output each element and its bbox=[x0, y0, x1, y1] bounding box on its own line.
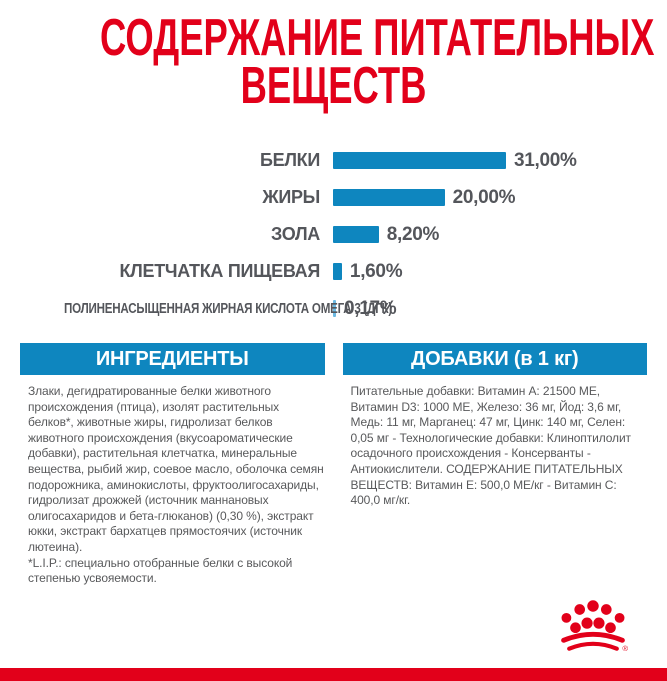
additives-body: Питательные добавки: Витамин А: 21500 МЕ… bbox=[343, 384, 648, 509]
chart-label: ЖИРЫ bbox=[262, 187, 320, 207]
chart-row-omega3: ПОЛИНЕНАСЫЩЕННАЯ ЖИРНАЯ КИСЛОТА ОМЕГА 3 … bbox=[0, 290, 667, 327]
chart-value: 20,00% bbox=[452, 186, 516, 208]
bottom-accent-bar bbox=[0, 668, 667, 681]
ingredients-body: Злаки, дегидратированные белки животного… bbox=[20, 384, 325, 587]
chart-value: 1,60% bbox=[349, 260, 403, 282]
chart-label: ЗОЛА bbox=[270, 224, 320, 244]
ingredients-text: Злаки, дегидратированные белки животного… bbox=[28, 384, 324, 554]
chart-value: 8,20% bbox=[386, 223, 440, 245]
additives-section: ДОБАВКИ (в 1 кг) Питательные добавки: Ви… bbox=[342, 343, 648, 587]
additives-text: Питательные добавки: Витамин А: 21500 МЕ… bbox=[350, 384, 632, 508]
ingredients-section: ИНГРЕДИЕНТЫ Злаки, дегидратированные бел… bbox=[20, 343, 325, 587]
page-title-line1: СОДЕРЖАНИЕ ПИТАТЕЛЬНЫХ bbox=[100, 9, 655, 67]
chart-row-proteins: БЕЛКИ 31,00% bbox=[0, 142, 667, 179]
chart-bar bbox=[333, 300, 336, 317]
ingredients-header: ИНГРЕДИЕНТЫ bbox=[20, 343, 325, 375]
royal-canin-crown-logo: ® bbox=[557, 599, 629, 655]
chart-bar bbox=[333, 152, 506, 169]
chart-bar bbox=[333, 263, 342, 280]
chart-label: БЕЛКИ bbox=[260, 150, 320, 170]
ingredients-footnote: *L.I.P.: специально отобранные белки с в… bbox=[28, 555, 293, 586]
page-title-line2: ВЕЩЕСТВ bbox=[240, 57, 427, 115]
chart-label: КЛЕТЧАТКА ПИЩЕВАЯ bbox=[119, 261, 320, 281]
chart-row-ash: ЗОЛА 8,20% bbox=[0, 216, 667, 253]
chart-row-fibre: КЛЕТЧАТКА ПИЩЕВАЯ 1,60% bbox=[0, 253, 667, 290]
page-title: СОДЕРЖАНИЕ ПИТАТЕЛЬНЫХ ВЕЩЕСТВ bbox=[100, 9, 655, 115]
chart-label: ПОЛИНЕНАСЫЩЕННАЯ ЖИРНАЯ КИСЛОТА ОМЕГА 3 … bbox=[64, 300, 392, 317]
crown-icon: ® bbox=[561, 600, 628, 653]
info-columns: ИНГРЕДИЕНТЫ Злаки, дегидратированные бел… bbox=[0, 343, 667, 587]
chart-bar bbox=[333, 189, 445, 206]
chart-row-fats: ЖИРЫ 20,00% bbox=[0, 179, 667, 216]
chart-value: 0,17% bbox=[344, 297, 397, 319]
chart-value: 31,00% bbox=[513, 149, 577, 171]
registered-mark: ® bbox=[622, 644, 628, 653]
additives-header: ДОБАВКИ (в 1 кг) bbox=[342, 343, 647, 375]
nutrition-chart: БЕЛКИ 31,00% ЖИРЫ 20,00% ЗОЛА 8,20% КЛЕТ… bbox=[0, 142, 667, 327]
chart-bar bbox=[333, 226, 379, 243]
